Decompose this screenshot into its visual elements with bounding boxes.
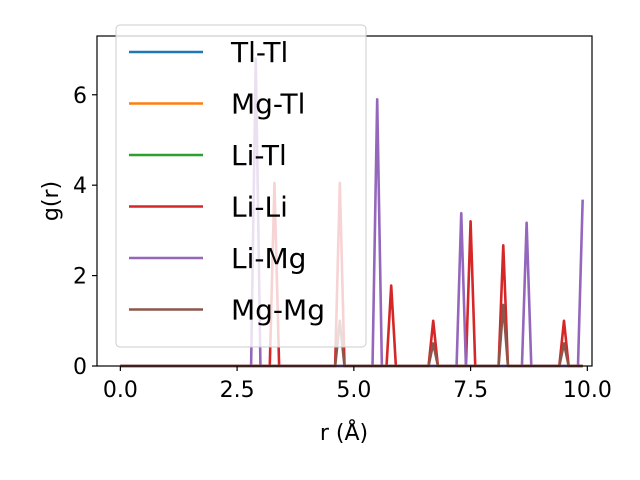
x-tick-label: 2.5 (220, 378, 255, 403)
legend-label-li-mg: Li-Mg (231, 242, 306, 275)
y-tick-label: 6 (73, 84, 87, 109)
legend-box (115, 24, 367, 348)
legend: Tl-Tl Mg-Tl Li-Tl Li-Li Li-Mg Mg-Mg (115, 24, 367, 348)
y-tick-label: 2 (73, 265, 87, 290)
x-tick-label: 7.5 (453, 378, 488, 403)
x-axis-label: r (Å) (320, 419, 368, 446)
x-tick-label: 0.0 (103, 378, 138, 403)
x-tick-label: 10.0 (563, 378, 612, 403)
legend-label-li-li: Li-Li (231, 191, 288, 224)
legend-label-mg-tl: Mg-Tl (231, 88, 305, 121)
legend-label-li-tl: Li-Tl (231, 139, 287, 172)
legend-label-mg-mg: Mg-Mg (231, 294, 325, 327)
y-axis-label: g(r) (39, 181, 64, 221)
y-tick-label: 0 (73, 355, 87, 380)
tick-layer: 0.0 2.5 5.0 7.5 10.0 0 2 4 6 (73, 84, 612, 403)
x-tick-label: 5.0 (336, 378, 371, 403)
y-tick-label: 4 (73, 174, 87, 199)
legend-label-tl-tl: Tl-Tl (230, 36, 288, 69)
